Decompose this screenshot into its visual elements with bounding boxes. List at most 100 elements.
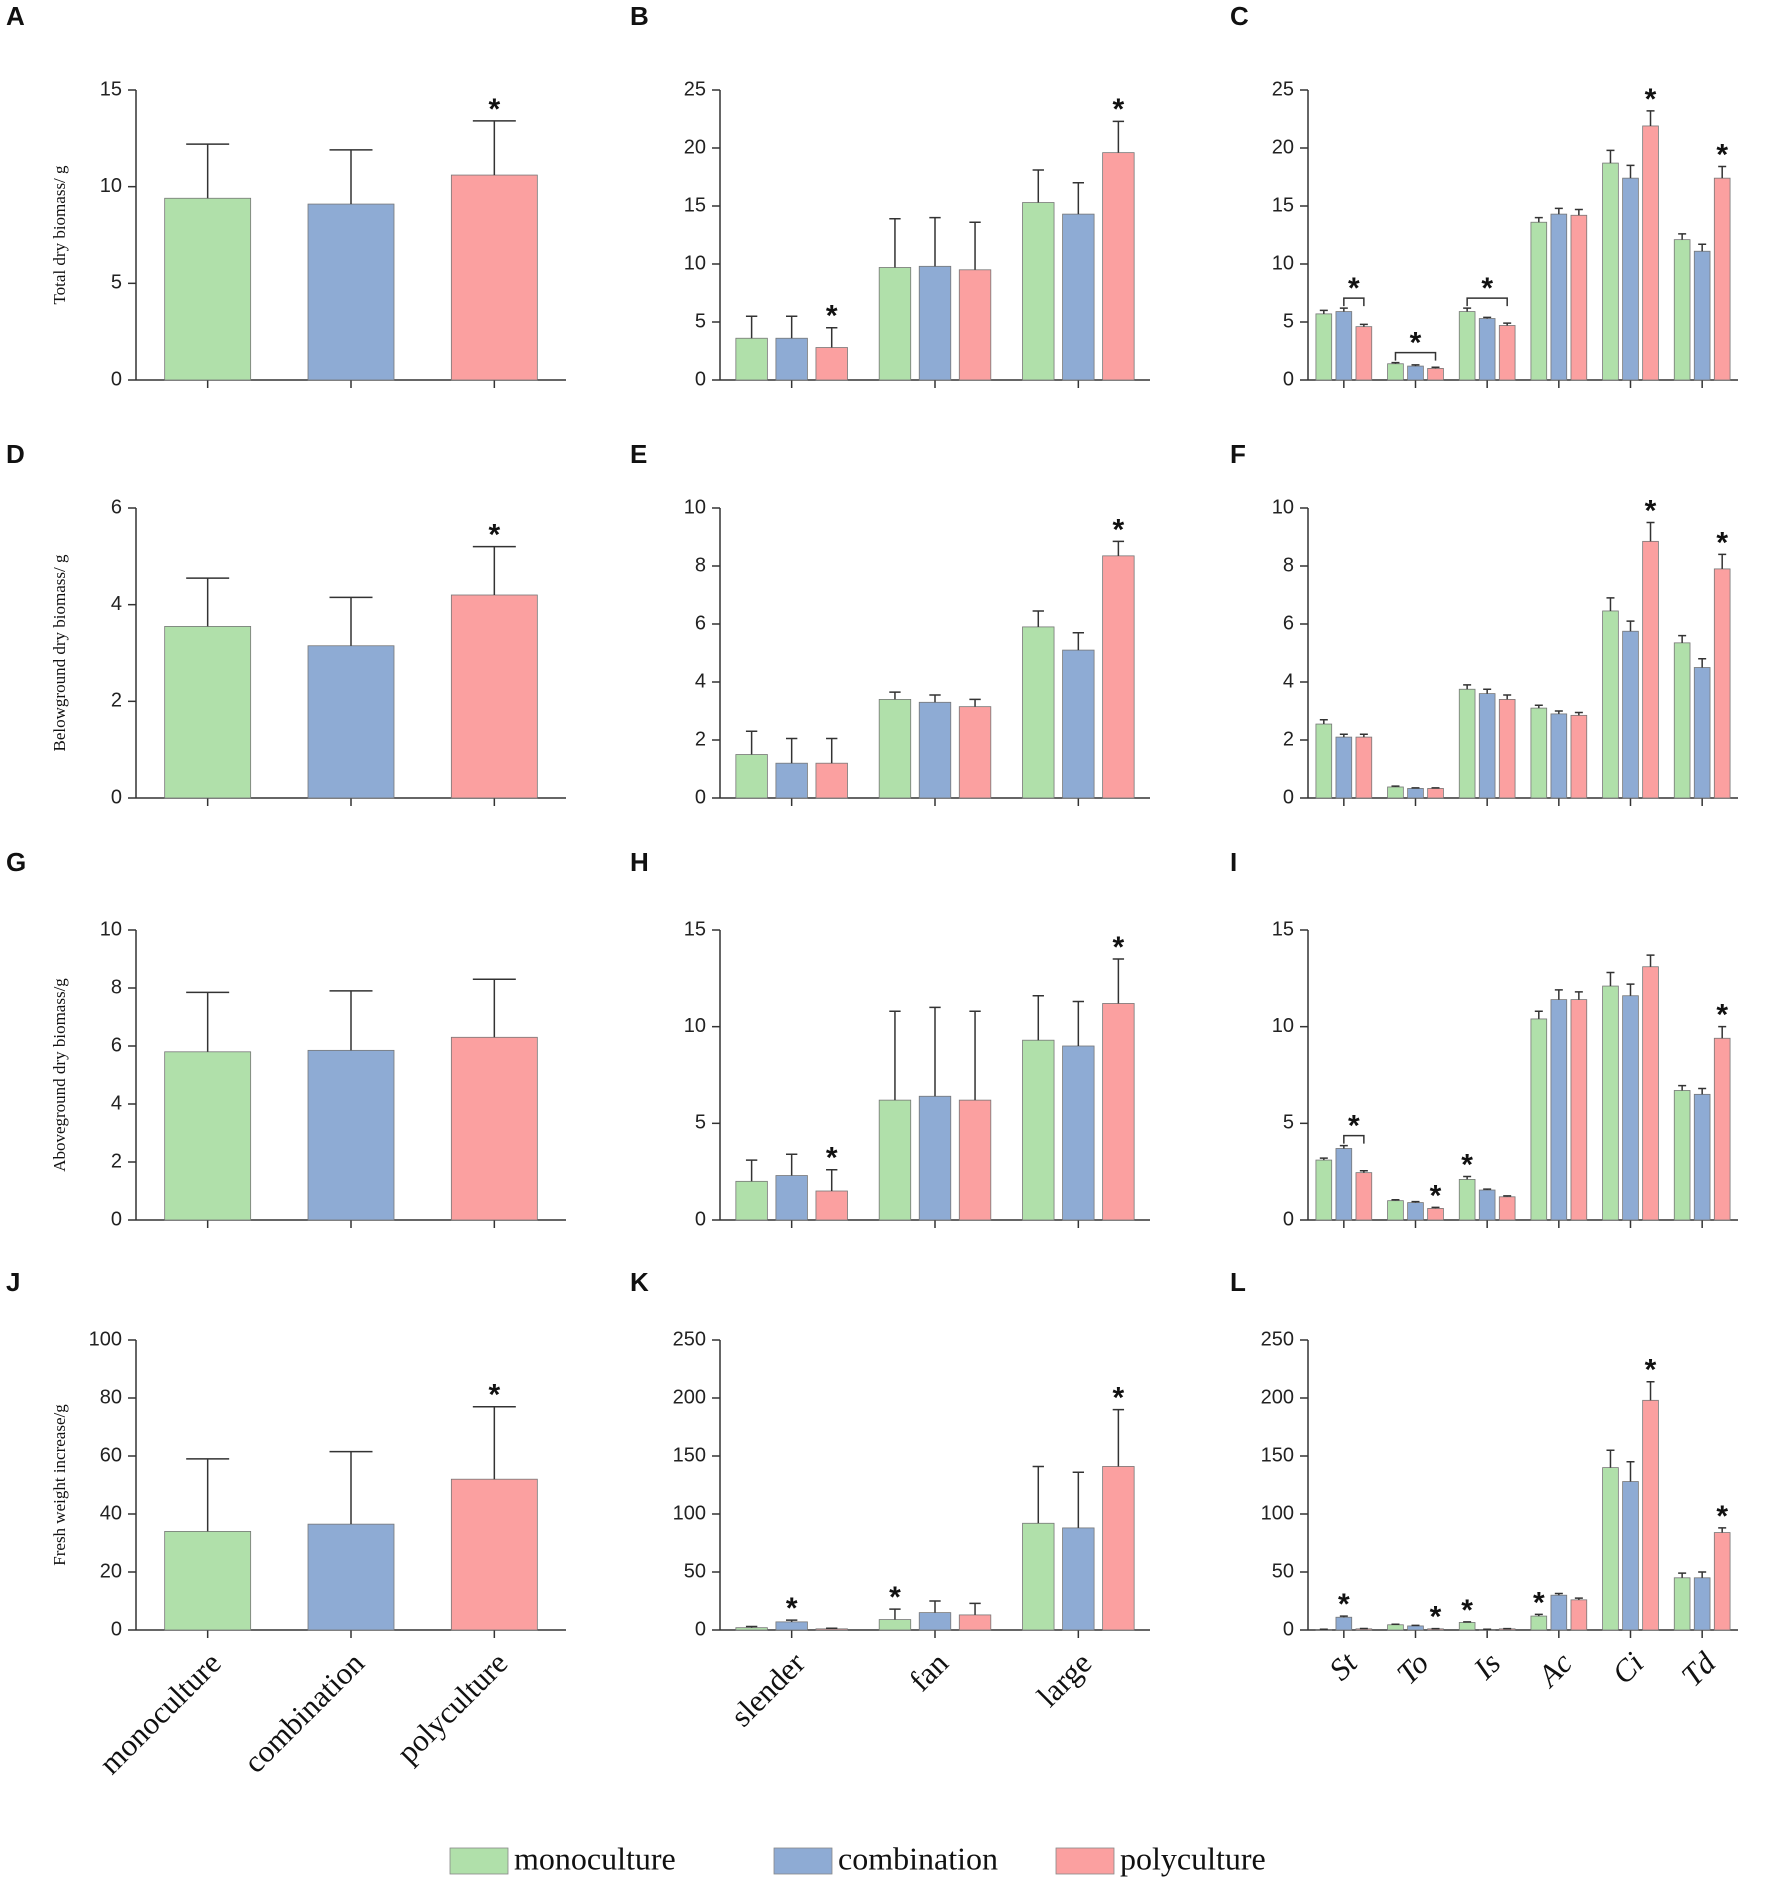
bar bbox=[1102, 1466, 1135, 1631]
panel-label: L bbox=[1230, 1267, 1246, 1297]
significance-star: * bbox=[1716, 1500, 1728, 1533]
bar bbox=[735, 1627, 768, 1631]
y-tick-label: 100 bbox=[1261, 1502, 1294, 1524]
error-bar bbox=[1072, 1000, 1085, 1046]
error-bar bbox=[745, 1625, 758, 1628]
bar bbox=[735, 754, 768, 799]
error-bar bbox=[186, 991, 230, 1052]
bar bbox=[1713, 177, 1731, 381]
bar bbox=[1673, 1577, 1691, 1631]
y-tick-label: 150 bbox=[1261, 1444, 1294, 1466]
error-bar bbox=[1112, 540, 1125, 556]
y-tick-label: 50 bbox=[684, 1560, 706, 1582]
panel-label: D bbox=[6, 439, 25, 469]
significance-star: * bbox=[1113, 93, 1125, 126]
y-tick-label: 0 bbox=[111, 1618, 122, 1640]
bar bbox=[1713, 1532, 1731, 1631]
panel-label: F bbox=[1230, 439, 1246, 469]
bar bbox=[1427, 367, 1444, 381]
significance-bracket bbox=[1343, 1134, 1365, 1144]
error-bar bbox=[745, 1159, 758, 1182]
error-bar bbox=[1032, 1465, 1044, 1524]
bar bbox=[1570, 714, 1588, 799]
error-bar bbox=[1339, 1615, 1348, 1618]
legend-label: combination bbox=[838, 1840, 998, 1876]
bar bbox=[958, 1614, 992, 1631]
error-bar bbox=[889, 691, 901, 700]
significance-star: * bbox=[1481, 272, 1493, 305]
bar bbox=[815, 1628, 848, 1631]
bar bbox=[1498, 325, 1516, 381]
y-tick-label: 0 bbox=[695, 786, 706, 808]
bar bbox=[1355, 736, 1373, 799]
error-bar bbox=[1463, 307, 1472, 312]
y-tick-label: 25 bbox=[684, 78, 706, 100]
error-bar bbox=[1534, 704, 1543, 709]
error-bar bbox=[1574, 991, 1583, 1000]
bar bbox=[1602, 985, 1619, 1221]
error-bar bbox=[1718, 553, 1727, 569]
y-tick-label: 0 bbox=[695, 368, 706, 390]
legend-swatch bbox=[773, 1847, 833, 1875]
x-tick-label: monoculture bbox=[92, 1645, 228, 1781]
significance-star: * bbox=[1645, 83, 1657, 116]
bar bbox=[918, 1095, 952, 1221]
error-bar bbox=[929, 1600, 941, 1613]
legend-swatch bbox=[449, 1847, 509, 1875]
error-bar bbox=[1554, 989, 1563, 1000]
bar bbox=[1458, 1179, 1476, 1221]
y-tick-label: 10 bbox=[100, 175, 122, 197]
error-bar bbox=[1503, 694, 1512, 700]
x-tick-label: Is bbox=[1466, 1645, 1507, 1686]
bar bbox=[1335, 736, 1353, 799]
y-tick-label: 6 bbox=[1283, 612, 1294, 634]
bar bbox=[1102, 152, 1135, 381]
x-tick-label: Ac bbox=[1530, 1645, 1579, 1694]
error-bar bbox=[1503, 322, 1512, 326]
significance-star: * bbox=[1348, 272, 1360, 305]
y-tick-label: 0 bbox=[111, 786, 122, 808]
error-bar bbox=[1112, 120, 1125, 153]
bar bbox=[775, 1175, 808, 1221]
panel-label: H bbox=[630, 847, 649, 877]
significance-star: * bbox=[1430, 1601, 1442, 1634]
error-bar bbox=[1391, 785, 1400, 787]
bar bbox=[1673, 642, 1691, 799]
y-tick-label: 5 bbox=[111, 272, 122, 294]
y-tick-label: 0 bbox=[111, 1208, 122, 1230]
error-bar bbox=[969, 1010, 981, 1101]
error-bar bbox=[1626, 620, 1635, 632]
y-tick-label: 10 bbox=[684, 1015, 706, 1037]
y-tick-label: 20 bbox=[100, 1560, 122, 1582]
bar bbox=[1458, 688, 1476, 799]
error-bar bbox=[1503, 1195, 1512, 1197]
error-bar bbox=[1698, 658, 1707, 668]
error-bar bbox=[1112, 958, 1125, 1004]
bar bbox=[1693, 1577, 1711, 1631]
bar bbox=[958, 1099, 992, 1221]
bar bbox=[1102, 555, 1135, 799]
error-bar bbox=[472, 120, 516, 176]
error-bar bbox=[1574, 208, 1583, 216]
legend-label: monoculture bbox=[514, 1840, 676, 1876]
x-tick-label: combination bbox=[237, 1645, 372, 1780]
panel-label: C bbox=[1230, 1, 1249, 31]
significance-star: * bbox=[1533, 1586, 1545, 1619]
x-tick-label: St bbox=[1322, 1644, 1365, 1687]
bar bbox=[1387, 363, 1404, 381]
bar bbox=[878, 267, 912, 381]
bar bbox=[1478, 693, 1496, 799]
error-bar bbox=[329, 1450, 373, 1525]
error-bar bbox=[1359, 323, 1368, 327]
bar bbox=[1570, 1599, 1588, 1631]
y-tick-label: 15 bbox=[1272, 918, 1294, 940]
significance-star: * bbox=[1113, 513, 1125, 546]
bar bbox=[958, 269, 992, 381]
y-tick-label: 0 bbox=[1283, 786, 1294, 808]
bar bbox=[450, 1036, 538, 1221]
significance-star: * bbox=[1430, 1179, 1442, 1212]
significance-star: * bbox=[488, 519, 500, 552]
error-bar bbox=[1483, 316, 1492, 319]
bar bbox=[1642, 540, 1659, 799]
